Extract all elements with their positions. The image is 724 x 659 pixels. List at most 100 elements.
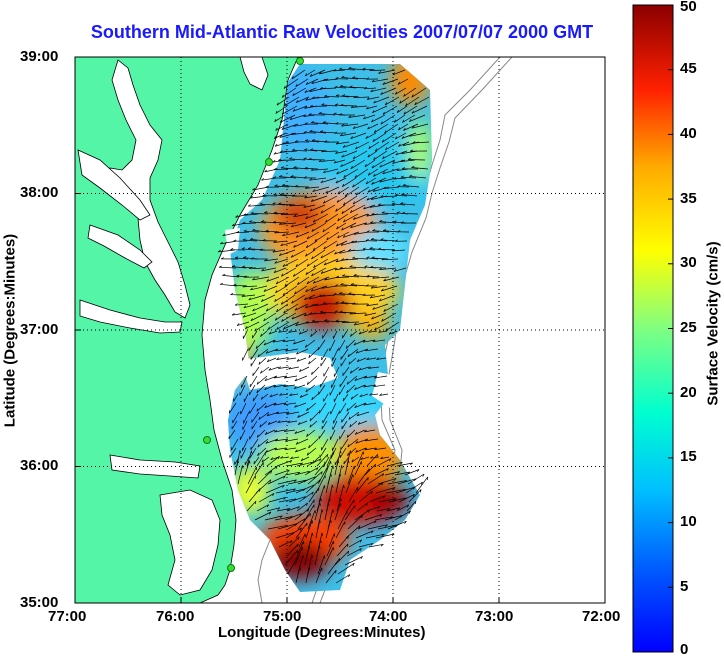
velocity-arrow: [318, 113, 336, 116]
velocity-arrow: [333, 366, 340, 377]
velocity-arrow-head: [252, 228, 256, 231]
velocity-arrow: [346, 402, 357, 412]
velocity-arrow-head: [290, 224, 294, 228]
velocity-arrow: [358, 490, 373, 503]
velocity-arrow: [333, 393, 339, 402]
velocity-arrow-head: [278, 330, 282, 333]
velocity-arrow-head: [367, 172, 371, 176]
velocity-arrow: [295, 438, 309, 445]
velocity-arrow: [248, 294, 266, 301]
velocity-arrow-head: [335, 301, 339, 304]
velocity-arrow-head: [389, 458, 392, 462]
velocity-arrow: [259, 420, 268, 428]
velocity-arrow: [371, 285, 388, 289]
velocity-arrow: [336, 141, 350, 145]
velocity-arrow-head: [350, 333, 352, 337]
velocity-arrow-head: [233, 239, 237, 242]
velocity-arrow: [247, 466, 257, 485]
velocity-arrow-head: [295, 323, 298, 326]
velocity-arrow-head: [273, 270, 277, 273]
velocity-arrow-head: [298, 536, 300, 540]
velocity-arrow: [323, 195, 338, 204]
velocity-arrow-head: [334, 267, 338, 271]
velocity-arrow-head: [322, 78, 326, 81]
velocity-arrow: [309, 204, 326, 212]
velocity-arrow-head: [276, 357, 280, 360]
velocity-arrow: [287, 420, 298, 423]
velocity-arrow: [293, 384, 306, 390]
velocity-arrow: [367, 150, 378, 158]
velocity-arrow-head: [348, 416, 351, 420]
velocity-arrow-head: [383, 495, 386, 499]
velocity-arrow-head: [334, 284, 338, 287]
velocity-arrow-head: [365, 348, 369, 352]
velocity-arrow: [312, 186, 330, 192]
velocity-arrow-head: [290, 456, 293, 459]
velocity-arrow-head: [343, 202, 346, 206]
velocity-arrow: [283, 384, 296, 387]
velocity-arrow-head: [350, 105, 354, 108]
velocity-arrow: [342, 366, 350, 376]
velocity-arrow: [306, 429, 316, 437]
velocity-arrow: [371, 213, 389, 215]
velocity-arrow: [381, 258, 399, 261]
velocity-arrow-head: [341, 124, 345, 127]
velocity-arrow: [341, 420, 348, 430]
velocity-arrow: [239, 384, 246, 396]
velocity-arrow: [342, 330, 348, 339]
velocity-arrow: [384, 515, 403, 521]
velocity-arrow-head: [277, 420, 281, 423]
velocity-arrow-head: [304, 106, 308, 109]
velocity-arrow: [303, 114, 316, 117]
velocity-arrow-head: [262, 193, 266, 197]
velocity-arrow: [342, 275, 360, 278]
velocity-arrow-head: [291, 76, 294, 80]
velocity-arrow: [341, 222, 357, 231]
velocity-arrow: [381, 285, 398, 292]
velocity-arrow: [232, 411, 240, 424]
velocity-arrow: [340, 105, 358, 107]
velocity-arrow: [381, 312, 397, 322]
velocity-arrow: [316, 498, 322, 512]
velocity-arrow: [367, 524, 388, 530]
velocity-arrow: [385, 141, 400, 151]
velocity-arrow: [393, 177, 407, 180]
velocity-arrow: [368, 330, 378, 333]
velocity-arrow-head: [279, 193, 284, 195]
velocity-arrow-head: [401, 151, 405, 154]
velocity-arrow: [343, 195, 358, 206]
velocity-arrow-head: [397, 230, 401, 233]
velocity-arrow: [364, 312, 377, 316]
velocity-arrow: [250, 348, 259, 360]
velocity-arrow: [236, 321, 250, 326]
velocity-arrow: [364, 429, 376, 433]
velocity-arrow: [326, 451, 334, 467]
velocity-arrow-head: [298, 331, 302, 335]
velocity-arrow-head: [412, 141, 416, 144]
velocity-arrow: [242, 420, 248, 430]
velocity-arrow-head: [283, 384, 287, 387]
velocity-arrow: [386, 461, 403, 467]
velocity-arrow-head: [282, 339, 286, 342]
velocity-arrow: [335, 150, 348, 154]
colorbar-tick-label: 10: [680, 513, 697, 530]
velocity-arrow: [325, 569, 337, 584]
velocity-arrow: [399, 96, 410, 104]
velocity-arrow: [346, 548, 362, 557]
velocity-arrow: [260, 366, 270, 374]
velocity-arrow: [290, 249, 306, 258]
velocity-arrow: [352, 150, 368, 160]
velocity-arrow-head: [264, 258, 268, 262]
velocity-arrow-head: [347, 353, 350, 357]
velocity-arrow: [348, 249, 366, 252]
velocity-arrow-head: [273, 167, 277, 170]
velocity-arrow: [310, 285, 328, 292]
velocity-arrow-head: [368, 366, 372, 369]
velocity-arrow: [372, 276, 390, 279]
velocity-arrow-head: [305, 139, 309, 142]
velocity-arrow-head: [382, 111, 385, 115]
velocity-arrow-head: [362, 247, 366, 250]
velocity-arrow-head: [333, 112, 337, 115]
velocity-arrow: [391, 249, 406, 252]
velocity-arrow-head: [306, 502, 308, 506]
